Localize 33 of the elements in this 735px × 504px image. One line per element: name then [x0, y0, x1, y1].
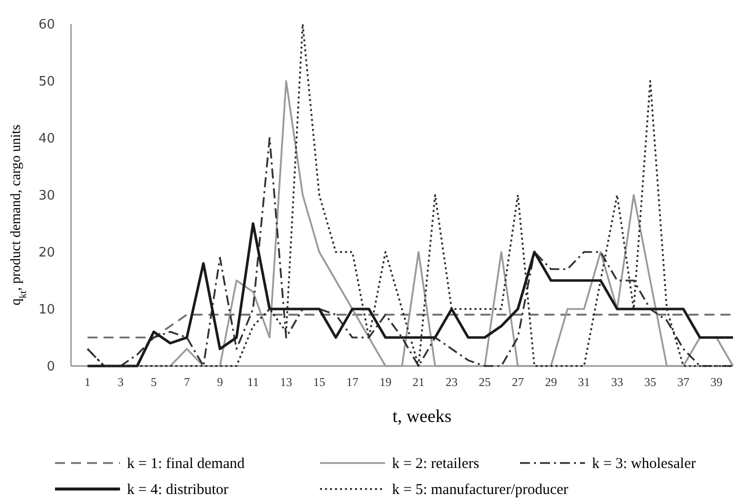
x-tick-label: 39 — [710, 375, 722, 389]
x-tick-label: 13 — [280, 375, 292, 389]
y-tick-label: 0 — [46, 360, 55, 375]
y-tick-label: 10 — [38, 302, 55, 318]
x-tick-label: 37 — [677, 375, 690, 389]
x-axis-title: t, weeks — [392, 406, 452, 426]
legend-label: k = 2: retailers — [392, 456, 480, 472]
x-tick-label: 35 — [644, 375, 656, 389]
y-tick-label: 20 — [38, 246, 55, 261]
legend-label: k = 1: final demand — [127, 456, 246, 472]
x-tick-label: 23 — [446, 375, 458, 389]
legend-label: k = 4: distributor — [127, 482, 228, 498]
x-tick-label: 27 — [512, 375, 524, 389]
y-tick-label: 60 — [38, 18, 55, 33]
x-tick-label: 9 — [216, 375, 223, 389]
x-tick-label: 25 — [478, 375, 491, 389]
y-tick-label: 30 — [38, 188, 55, 204]
legend-label: k = 5: manufacturer/producer — [392, 482, 568, 498]
y-tick-label: 40 — [38, 132, 55, 147]
x-tick-label: 15 — [313, 375, 326, 389]
x-tick-label: 7 — [184, 375, 190, 389]
x-tick-label: 1 — [84, 375, 91, 389]
x-tick-label: 33 — [611, 375, 624, 389]
x-tick-label: 17 — [346, 375, 358, 389]
y-tick-label: 50 — [38, 74, 55, 90]
x-tick-label: 19 — [379, 375, 392, 389]
x-tick-label: 5 — [150, 375, 157, 389]
x-tick-label: 29 — [544, 375, 557, 389]
x-tick-label: 11 — [247, 375, 259, 389]
x-tick-label: 21 — [412, 375, 425, 389]
legend-label: k = 3: wholesaler — [592, 456, 696, 472]
x-tick-label: 31 — [578, 375, 590, 389]
x-tick-label: 3 — [118, 375, 124, 389]
